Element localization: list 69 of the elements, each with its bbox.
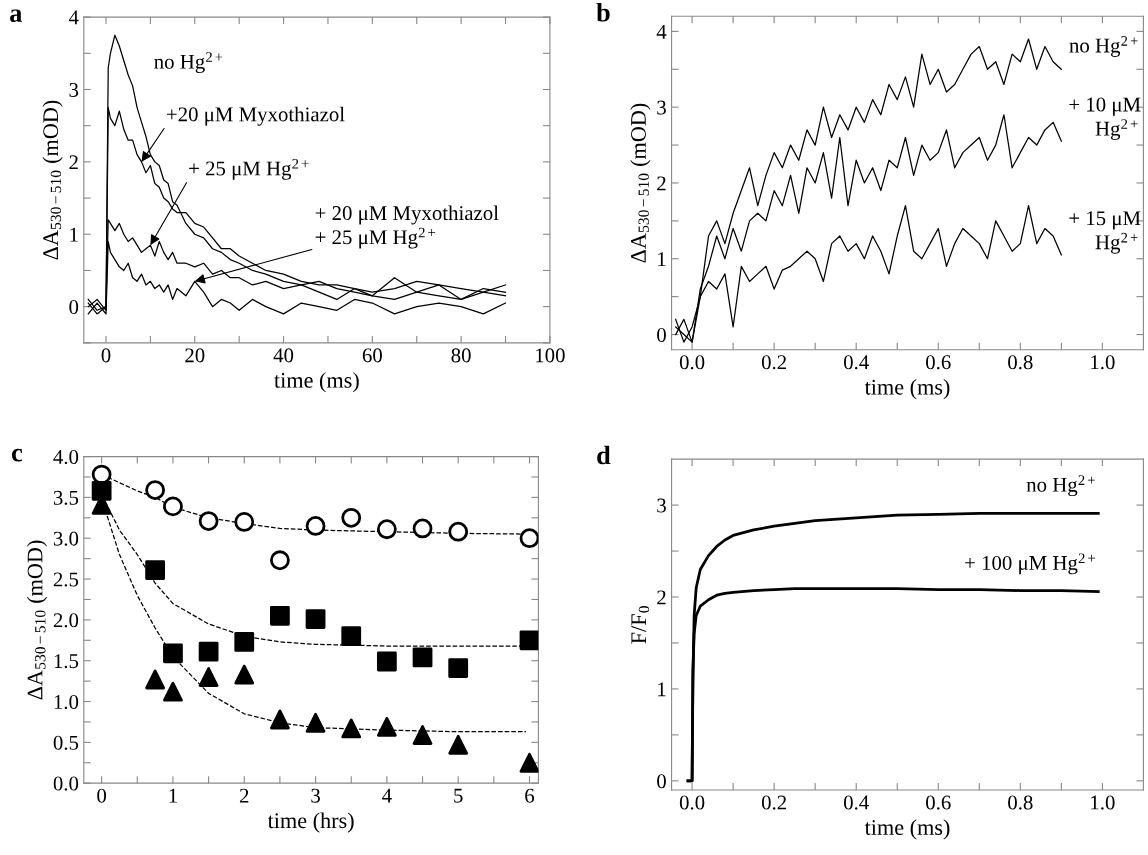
y-tick-label: 2.5: [53, 572, 79, 587]
y-tick-label: 1.5: [54, 654, 79, 669]
y-tick-label: 3: [657, 100, 666, 115]
y-axis-title: ΔA$_{530−510}$ (mOD): [630, 103, 651, 263]
x-tick-label: 6: [525, 788, 535, 803]
y-tick-label: 1: [658, 252, 666, 266]
x-tick-label: 4: [382, 788, 392, 803]
chart-title: d: [597, 445, 611, 465]
y-tick-label: 2.0: [53, 613, 79, 628]
series-label: no Hg$^{2+}$: [1069, 36, 1138, 57]
x-tick-label: 2: [239, 788, 249, 803]
y-tick-label: 0: [69, 300, 79, 315]
y-tick-label: 0: [657, 327, 666, 342]
x-tick-label: 0.0: [679, 355, 705, 370]
x-axis-title: time (ms): [864, 819, 950, 840]
x-tick-label: 0.0: [679, 795, 705, 810]
y-axis-title: ΔA$_{530−510}$ (mOD): [26, 540, 48, 700]
x-axis-title: time (ms): [864, 379, 950, 400]
x-tick-label: 1.0: [1091, 795, 1115, 810]
y-tick-label: 0: [657, 774, 666, 789]
x-tick-label: 0.8: [1008, 355, 1033, 370]
series-label: + 10 μM Hg$^{2+}$: [1069, 97, 1141, 140]
annotation: + 20 μM Myxothiazol + 25 μM Hg$^{2+}$: [315, 205, 499, 249]
x-tick-label: 80: [451, 348, 471, 363]
y-tick-label: 3: [69, 82, 79, 97]
y-tick-label: 4.0: [53, 449, 79, 465]
y-tick-label: 2: [69, 155, 78, 170]
x-tick-label: 1: [169, 788, 177, 803]
x-tick-label: 0.6: [926, 355, 951, 370]
x-tick-label: 0.4: [843, 355, 869, 370]
x-axis-title: time (ms): [274, 372, 359, 393]
y-tick-label: 1: [70, 227, 78, 242]
y-tick-label: 3: [657, 498, 666, 513]
y-tick-label: 0.0: [53, 776, 79, 791]
x-tick-label: 0.4: [843, 795, 869, 810]
x-tick-label: 0.2: [761, 795, 787, 810]
y-tick-label: 1: [658, 682, 666, 697]
x-tick-label: 1.0: [1091, 355, 1115, 370]
series-label: + 15 μM Hg$^{2+}$: [1069, 211, 1141, 254]
x-tick-label: 20: [185, 348, 205, 363]
y-tick-label: 3.0: [53, 531, 79, 546]
series-label: + 100 μM Hg$^{2+}$: [965, 553, 1095, 575]
y-tick-label: 2: [657, 176, 666, 191]
y-tick-label: 0.5: [53, 735, 79, 750]
series-label: no Hg$^{2+}$: [1026, 475, 1095, 497]
chart-title: c: [11, 448, 23, 462]
y-tick-label: 3.5: [53, 490, 79, 505]
y-axis-title: ΔA$_{530−510}$ (mOD): [42, 100, 63, 260]
x-tick-label: 0.6: [926, 795, 951, 810]
annotation: +20 μM Myxothiazol: [166, 106, 345, 126]
x-tick-label: 60: [362, 348, 382, 363]
x-tick-label: 100: [536, 348, 565, 363]
y-tick-label: 4: [68, 10, 79, 25]
x-tick-label: 5: [454, 788, 463, 803]
chart-title: a: [10, 9, 23, 23]
y-tick-label: 4: [656, 24, 667, 39]
y-axis-title: F/F$_{0}$: [631, 606, 650, 644]
chart-title: b: [596, 2, 610, 22]
x-tick-label: 0.8: [1008, 795, 1033, 810]
x-tick-label: 0: [101, 348, 111, 363]
x-tick-label: 40: [273, 348, 294, 363]
annotation: + 25 μM Hg$^{2+}$: [189, 158, 309, 180]
x-tick-label: 0: [97, 788, 107, 803]
annotation: no Hg$^{2+}$: [154, 52, 223, 74]
x-tick-label: 0.2: [761, 355, 787, 370]
x-tick-label: 3: [311, 788, 320, 803]
y-tick-label: 1.0: [54, 694, 79, 710]
x-axis-title: time (hrs): [267, 812, 354, 833]
y-tick-label: 2: [657, 590, 666, 605]
